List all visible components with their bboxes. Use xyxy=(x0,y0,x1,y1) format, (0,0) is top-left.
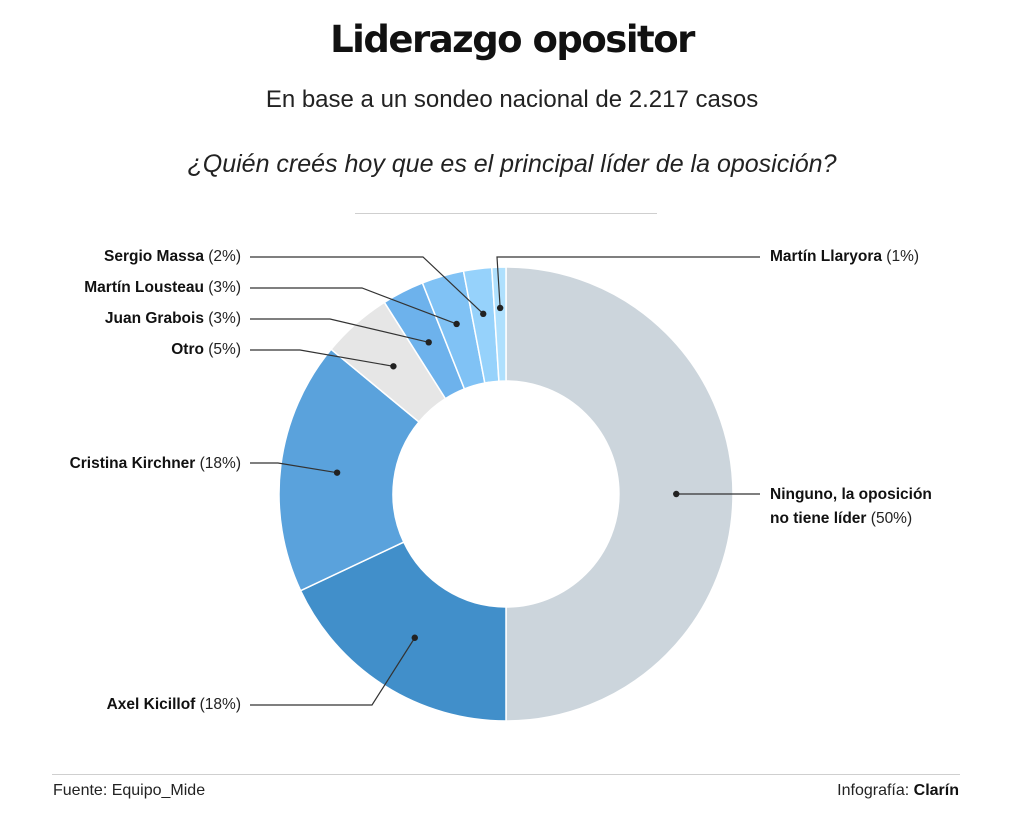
donut-slices xyxy=(278,266,734,722)
slice-label-percent: (2%) xyxy=(208,248,241,265)
slice-label-name: Cristina Kirchner xyxy=(69,455,196,472)
slice-label-percent: (3%) xyxy=(208,279,241,296)
leader-dot xyxy=(425,339,432,346)
credit-prefix: Infografía: xyxy=(837,782,914,799)
source-note: Fuente: Equipo_Mide xyxy=(53,782,206,799)
leader-line xyxy=(496,256,760,308)
slice-label-kicillof: Axel Kicillof (18%) xyxy=(107,693,241,717)
slice-label-llaryora: Martín Llaryora (1%) xyxy=(770,245,919,269)
footer-divider xyxy=(52,774,960,775)
slice-label-name: Ninguno, la oposición xyxy=(770,486,932,503)
leader-dot xyxy=(673,490,680,498)
survey-question: ¿Quién creés hoy que es el principal líd… xyxy=(187,150,837,178)
leader-dot xyxy=(453,320,460,328)
infographic-credit: Infografía: Clarín xyxy=(837,782,959,800)
leader-lines xyxy=(250,256,760,706)
slice-label-name: Otro xyxy=(171,341,204,358)
slice-label-name: no tiene líder xyxy=(770,510,867,527)
slice-label-name: Juan Grabois xyxy=(104,310,204,327)
leader-dot xyxy=(333,469,341,476)
slice-label-name: Axel Kicillof xyxy=(106,696,196,713)
chart-subtitle: En base a un sondeo nacional de 2.217 ca… xyxy=(265,86,759,113)
slice-label-percent: (3%) xyxy=(208,310,241,327)
leader-line xyxy=(250,256,484,315)
slice-label-name: Sergio Massa xyxy=(104,248,204,265)
slice-label-kirchner: Cristina Kirchner (18%) xyxy=(70,452,241,476)
leader-dot xyxy=(390,363,397,370)
leader-dot xyxy=(496,304,504,312)
credit-brand: Clarín xyxy=(913,782,959,799)
slice-label-percent: (1%) xyxy=(886,248,920,265)
slice-label-percent: (18%) xyxy=(199,696,241,713)
slice-label-lousteau: Martín Lousteau (3%) xyxy=(84,276,241,300)
donut-slice xyxy=(505,266,734,722)
leader-line xyxy=(250,287,457,325)
slice-label-name: Martín Lousteau xyxy=(84,279,204,296)
slice-label-massa: Sergio Massa (2%) xyxy=(104,245,241,269)
leader-line xyxy=(250,462,338,474)
slice-label-otro: Otro (5%) xyxy=(171,338,241,362)
donut-slice xyxy=(490,266,507,383)
slice-label-name: Martín Llaryora xyxy=(770,248,882,265)
slice-label-percent: (5%) xyxy=(208,341,241,358)
leader-dot xyxy=(480,310,487,318)
donut-slice xyxy=(299,541,507,722)
slice-label-percent: (50%) xyxy=(870,510,913,527)
leader-line xyxy=(250,349,394,367)
leader-line xyxy=(250,318,429,343)
leader-dot xyxy=(411,634,418,641)
chart-title: Liderazgo opositor xyxy=(330,18,695,61)
leader-line xyxy=(250,637,416,706)
header-divider xyxy=(355,213,657,214)
donut-slice xyxy=(278,348,420,592)
slice-label-grabois: Juan Grabois (3%) xyxy=(105,307,241,331)
slice-label-percent: (18%) xyxy=(199,455,241,472)
slice-label-ninguno: Ninguno, la oposición no tiene líder (50… xyxy=(770,483,932,531)
